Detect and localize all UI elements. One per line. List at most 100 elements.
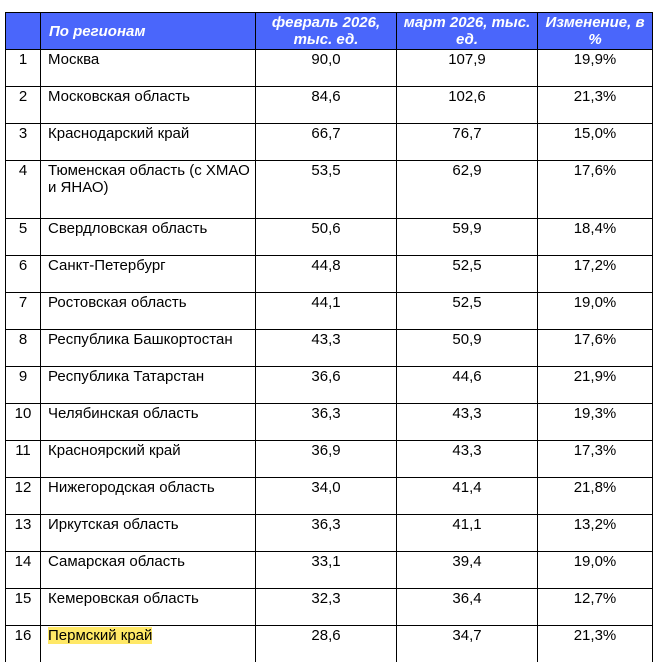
row-feb: 36,9 [256,441,397,478]
row-mar: 76,7 [397,124,538,161]
row-index: 14 [6,552,41,589]
row-region: Нижегородская область [41,478,256,515]
row-change: 21,9% [538,367,653,404]
row-change: 17,3% [538,441,653,478]
row-region: Республика Башкортостан [41,330,256,367]
row-feb: 36,3 [256,404,397,441]
row-change: 13,2% [538,515,653,552]
row-change: 19,0% [538,552,653,589]
row-feb: 33,1 [256,552,397,589]
row-mar: 102,6 [397,87,538,124]
row-region: Свердловская область [41,219,256,256]
row-region: Ростовская область [41,293,256,330]
row-mar: 50,9 [397,330,538,367]
row-mar: 36,4 [397,589,538,626]
row-change: 17,2% [538,256,653,293]
row-region: Московская область [41,87,256,124]
row-region: Кемеровская область [41,589,256,626]
row-change: 15,0% [538,124,653,161]
row-index: 13 [6,515,41,552]
row-mar: 43,3 [397,441,538,478]
row-mar: 41,1 [397,515,538,552]
row-region: Республика Татарстан [41,367,256,404]
row-mar: 62,9 [397,161,538,219]
highlighted-region: Пермский край [48,627,152,644]
row-index: 7 [6,293,41,330]
row-feb: 66,7 [256,124,397,161]
row-mar: 39,4 [397,552,538,589]
row-mar: 34,7 [397,626,538,662]
header-region: По регионам [41,13,256,50]
row-index: 6 [6,256,41,293]
row-index: 1 [6,50,41,87]
row-mar: 41,4 [397,478,538,515]
row-feb: 36,3 [256,515,397,552]
row-index: 8 [6,330,41,367]
row-feb: 32,3 [256,589,397,626]
row-region: Пермский край [41,626,256,662]
row-region: Красноярский край [41,441,256,478]
header-mar: март 2026, тыс. ед. [397,13,538,50]
header-row: По регионам февраль 2026, тыс. ед. март … [6,13,653,50]
row-mar: 43,3 [397,404,538,441]
row-feb: 28,6 [256,626,397,662]
header-index [6,13,41,50]
row-change: 19,9% [538,50,653,87]
row-feb: 53,5 [256,161,397,219]
row-feb: 36,6 [256,367,397,404]
row-feb: 44,8 [256,256,397,293]
row-feb: 90,0 [256,50,397,87]
row-index: 3 [6,124,41,161]
row-region: Краснодарский край [41,124,256,161]
row-index: 2 [6,87,41,124]
row-index: 10 [6,404,41,441]
row-region: Иркутская область [41,515,256,552]
row-index: 5 [6,219,41,256]
row-feb: 34,0 [256,478,397,515]
row-change: 21,3% [538,626,653,662]
row-change: 21,3% [538,87,653,124]
row-feb: 84,6 [256,87,397,124]
regions-table: По регионам февраль 2026, тыс. ед. март … [5,12,653,662]
row-mar: 44,6 [397,367,538,404]
row-region: Челябинская область [41,404,256,441]
row-change: 19,0% [538,293,653,330]
row-change: 17,6% [538,161,653,219]
row-change: 12,7% [538,589,653,626]
row-region: Санкт-Петербург [41,256,256,293]
row-index: 4 [6,161,41,219]
row-feb: 44,1 [256,293,397,330]
row-mar: 59,9 [397,219,538,256]
row-mar: 52,5 [397,256,538,293]
row-region: Москва [41,50,256,87]
header-feb: февраль 2026, тыс. ед. [256,13,397,50]
row-region: Тюменская область (с ХМАО и ЯНАО) [41,161,256,219]
row-index: 11 [6,441,41,478]
row-change: 21,8% [538,478,653,515]
row-index: 16 [6,626,41,662]
row-feb: 50,6 [256,219,397,256]
row-index: 15 [6,589,41,626]
header-change: Изменение, в % [538,13,653,50]
row-feb: 43,3 [256,330,397,367]
row-mar: 107,9 [397,50,538,87]
row-change: 19,3% [538,404,653,441]
row-index: 9 [6,367,41,404]
row-change: 17,6% [538,330,653,367]
